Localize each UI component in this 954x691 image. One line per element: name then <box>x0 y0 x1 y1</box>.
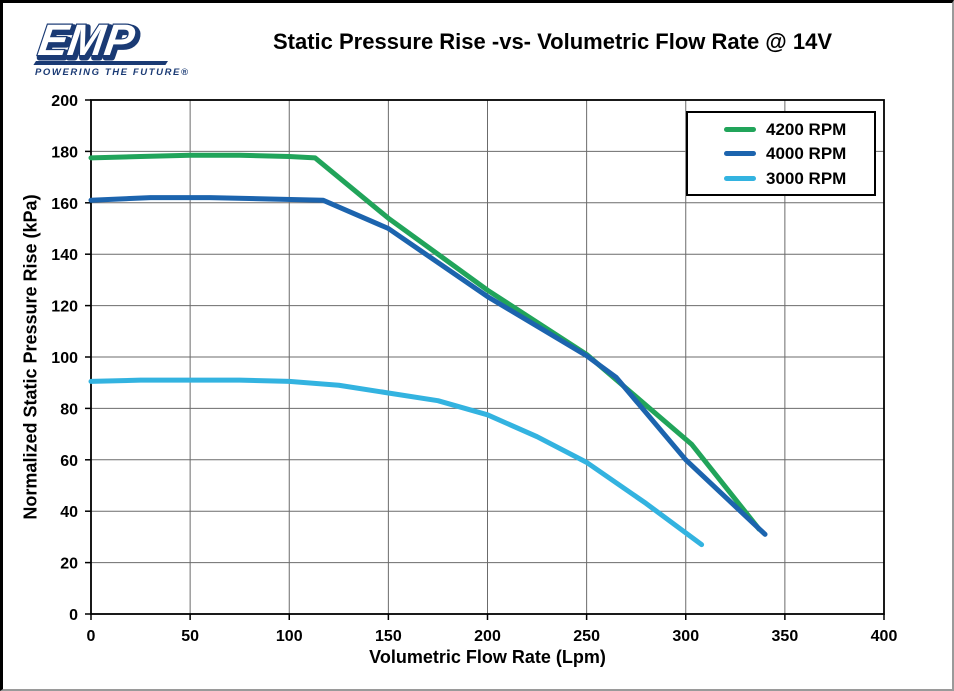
emp-logo: EMP EMP POWERING THE FUTURE® <box>27 11 197 83</box>
legend-swatch <box>724 175 756 181</box>
legend-label: 3000 RPM <box>766 168 847 188</box>
x-tick-label: 0 <box>87 628 96 645</box>
legend-item: 3000 RPM <box>724 170 874 187</box>
x-tick-label: 300 <box>672 628 699 645</box>
y-tick-label: 60 <box>60 453 78 470</box>
y-tick-label: 0 <box>69 607 78 624</box>
emp-logo-shadow-text: EMP <box>38 19 141 68</box>
legend-label: 4200 RPM <box>766 119 847 139</box>
emp-logo-text: EMP <box>35 16 138 65</box>
series-line-4200-rpm <box>88 152 762 532</box>
x-tick-label: 100 <box>276 628 303 645</box>
x-tick-label: 350 <box>772 628 799 645</box>
emp-logo-graphic: EMP EMP <box>33 15 168 69</box>
emp-logo-underline <box>33 61 168 65</box>
emp-logo-tagline: POWERING THE FUTURE® <box>35 67 190 78</box>
y-tick-label: 180 <box>51 144 78 161</box>
y-tick-label: 160 <box>51 196 78 213</box>
legend: 4200 RPM 4000 RPM 3000 RPM <box>686 111 876 196</box>
y-axis-title: Normalized Static Pressure Rise (kPa) <box>20 194 41 520</box>
x-axis-title: Volumetric Flow Rate (Lpm) <box>369 647 606 667</box>
plot-border <box>90 99 885 615</box>
x-tick-label: 400 <box>871 628 898 645</box>
x-tick-label: 50 <box>181 628 199 645</box>
y-tick-label: 200 <box>51 93 78 110</box>
y-tick-label: 100 <box>51 350 78 367</box>
y-tick-label: 120 <box>51 299 78 316</box>
chart-title: Static Pressure Rise -vs- Volumetric Flo… <box>272 29 833 54</box>
legend-item: 4000 RPM <box>724 145 874 162</box>
series-line-3000-rpm <box>88 377 705 548</box>
legend-swatch <box>724 126 756 132</box>
y-tick-label: 140 <box>51 247 78 264</box>
series-line-4000-rpm <box>88 195 768 537</box>
x-tick-label: 250 <box>573 628 600 645</box>
legend-swatch <box>724 151 756 156</box>
legend-item: 4200 RPM <box>724 121 874 138</box>
legend-label: 4000 RPM <box>766 144 847 163</box>
y-tick-label: 40 <box>60 504 78 521</box>
plot-canvas: 0 50 100 150 200 250 300 350 400 0 20 40 60 80 100 120 1… <box>51 93 898 645</box>
y-tick-label: 80 <box>60 401 78 418</box>
emp-logo-letters: EMP EMP <box>33 15 168 69</box>
y-tick-label: 20 <box>60 556 78 573</box>
x-tick-label: 150 <box>375 628 402 645</box>
x-tick-label: 200 <box>474 628 501 645</box>
